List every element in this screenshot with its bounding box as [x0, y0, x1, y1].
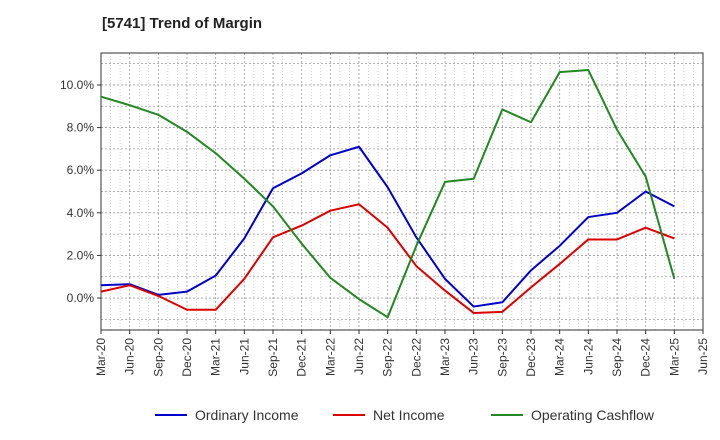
x-tick-label: Dec-21	[295, 338, 309, 377]
x-tick-label: Mar-24	[553, 338, 567, 376]
grid-layer	[100, 53, 704, 330]
x-axis: Mar-20 Jun-20 Sep-20 Dec-20 Mar-21 Jun-21 Sep-…	[94, 330, 710, 377]
series-line-ordinary-income	[100, 145, 675, 308]
x-tick-label: Jun-25	[696, 338, 710, 375]
y-tick-label: 8.0%	[67, 121, 95, 135]
y-axis: 0.0% 2.0% 4.0% 6.0% 8.0% 10.0%	[60, 78, 101, 305]
x-tick-label: Jun-22	[352, 338, 366, 375]
x-tick-label: Sep-22	[381, 338, 395, 377]
x-tick-label: Dec-23	[524, 338, 538, 377]
x-tick-label: Mar-25	[667, 338, 681, 376]
x-tick-label: Sep-23	[495, 338, 509, 377]
x-tick-label: Sep-20	[151, 338, 165, 377]
x-tick-label: Mar-20	[94, 338, 108, 376]
x-tick-label: Mar-21	[209, 338, 223, 376]
x-tick-label: Mar-22	[323, 338, 337, 376]
x-tick-label: Dec-24	[639, 338, 653, 377]
y-tick-label: 10.0%	[60, 78, 94, 92]
legend-label-net-income: Net Income	[373, 407, 445, 423]
x-tick-label: Dec-20	[180, 338, 194, 377]
plot-frame	[100, 52, 704, 331]
y-tick-label: 4.0%	[67, 206, 95, 220]
x-tick-label: Mar-23	[438, 338, 452, 376]
x-tick-label: Jun-21	[237, 338, 251, 375]
series-layer	[100, 69, 676, 319]
x-tick-label: Dec-22	[409, 338, 423, 377]
y-tick-label: 2.0%	[67, 248, 95, 262]
series-line-net-income	[100, 203, 675, 314]
x-tick-label: Jun-24	[581, 338, 595, 375]
y-tick-label: 6.0%	[67, 163, 95, 177]
x-tick-label: Jun-20	[123, 338, 137, 375]
x-tick-label: Sep-24	[610, 338, 624, 377]
legend-label-operating-cashflow: Operating Cashflow	[531, 407, 655, 423]
x-tick-label: Sep-21	[266, 338, 280, 377]
legend: Ordinary Income Net Income Operating Cashf…	[155, 407, 655, 423]
x-tick-label: Jun-23	[467, 338, 481, 375]
y-tick-label: 0.0%	[67, 291, 95, 305]
legend-label-ordinary-income: Ordinary Income	[195, 407, 299, 423]
chart-title: [5741] Trend of Margin	[102, 15, 263, 32]
series-line-operating-cashflow	[100, 69, 676, 319]
